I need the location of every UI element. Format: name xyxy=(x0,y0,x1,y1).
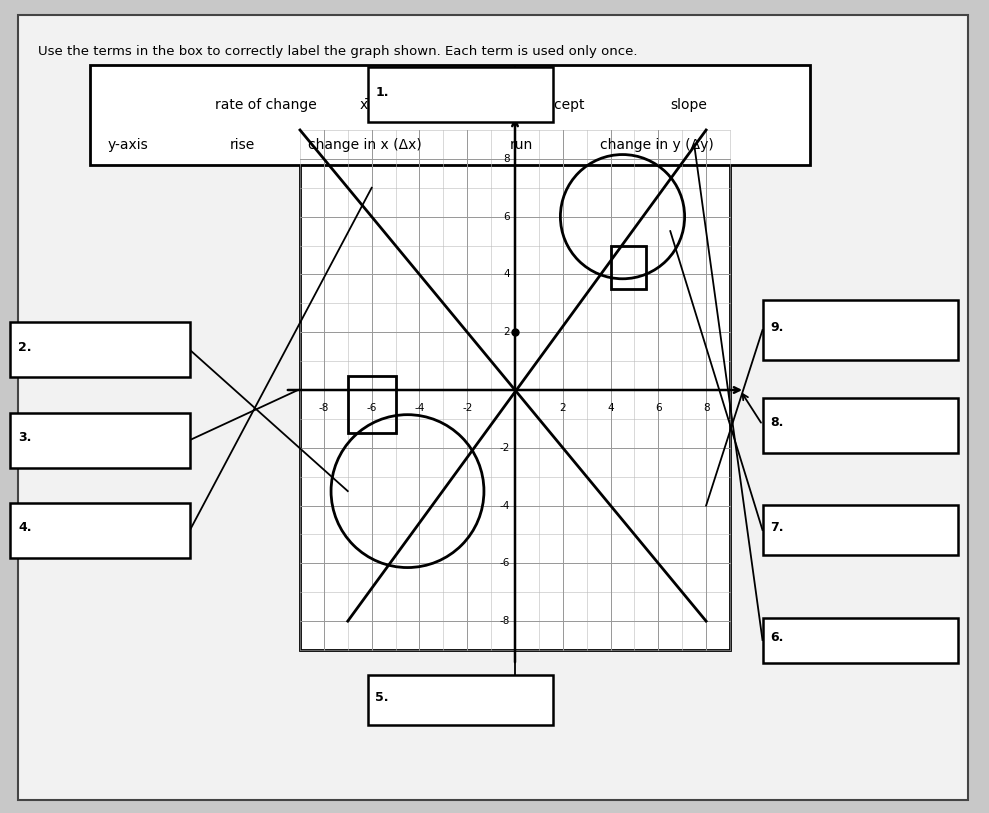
Text: 3.: 3. xyxy=(18,431,32,444)
Text: -2: -2 xyxy=(462,403,473,413)
Text: 8: 8 xyxy=(703,403,709,413)
Bar xyxy=(10,412,190,467)
Text: -6: -6 xyxy=(499,559,510,568)
Text: 2.: 2. xyxy=(18,341,32,354)
Text: 2: 2 xyxy=(503,327,510,337)
Text: 1.: 1. xyxy=(376,85,389,98)
Bar xyxy=(763,398,957,453)
Text: 5.: 5. xyxy=(376,691,389,704)
Text: x-̅axis: x-̅axis xyxy=(360,98,401,112)
Bar xyxy=(763,505,957,555)
Text: rise: rise xyxy=(230,138,255,152)
Text: 8: 8 xyxy=(503,154,510,164)
Text: 8.: 8. xyxy=(770,415,784,428)
Text: run: run xyxy=(510,138,533,152)
Text: -6: -6 xyxy=(367,403,377,413)
Bar xyxy=(10,323,190,377)
Text: change in x (Δx): change in x (Δx) xyxy=(308,138,421,152)
Text: 6.: 6. xyxy=(770,631,784,644)
Text: 6: 6 xyxy=(503,211,510,222)
Bar xyxy=(300,130,730,650)
Text: 4: 4 xyxy=(503,269,510,280)
Text: 7.: 7. xyxy=(770,521,784,534)
Text: 4.: 4. xyxy=(18,521,32,534)
Text: -8: -8 xyxy=(499,616,510,626)
Text: 9.: 9. xyxy=(770,320,784,333)
Bar xyxy=(763,300,957,360)
Bar xyxy=(610,246,647,289)
Bar xyxy=(368,675,553,725)
Text: slope: slope xyxy=(670,98,707,112)
Bar xyxy=(368,67,553,123)
Text: -8: -8 xyxy=(318,403,329,413)
Text: 4: 4 xyxy=(607,403,614,413)
Text: rate of change: rate of change xyxy=(215,98,316,112)
Bar xyxy=(763,618,957,663)
Bar xyxy=(10,502,190,558)
Text: 2: 2 xyxy=(560,403,566,413)
Text: y-intercept: y-intercept xyxy=(510,98,585,112)
Text: change in y (Δy): change in y (Δy) xyxy=(600,138,714,152)
Text: y-axis: y-axis xyxy=(108,138,148,152)
Text: -4: -4 xyxy=(499,501,510,511)
Text: -2: -2 xyxy=(499,443,510,453)
Text: Use the terms in the box to correctly label the graph shown. Each term is used o: Use the terms in the box to correctly la… xyxy=(38,45,638,58)
Bar xyxy=(90,65,810,165)
Bar xyxy=(348,376,396,433)
Text: 6: 6 xyxy=(655,403,662,413)
Text: -4: -4 xyxy=(414,403,424,413)
